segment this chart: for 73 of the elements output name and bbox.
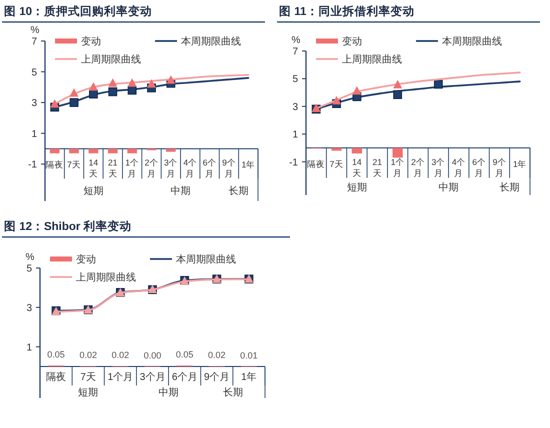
x-tick-label: 1个月	[390, 156, 405, 178]
x-tick-label: 4个月	[452, 156, 466, 178]
x-tick-label: 隔夜	[307, 158, 326, 169]
annotation: 中期	[158, 386, 179, 399]
y-axis-title: %	[292, 35, 301, 46]
x-tick-label: 隔夜	[46, 370, 66, 383]
legend-label: 变动	[76, 254, 96, 266]
x-tick-label: 14天	[88, 158, 98, 179]
legend-label: 本周期限曲线	[176, 254, 236, 266]
data-label: 0.01	[240, 350, 258, 360]
annotation: 长期	[222, 386, 243, 399]
x-tick-label: 1年	[512, 158, 527, 169]
x-tick-label: 1个月	[108, 370, 134, 383]
x-tick-label: 2个月	[411, 156, 425, 178]
x-tick-label: 9个月	[204, 370, 230, 383]
chart-title: 图 12：Shibor 利率变动	[4, 219, 132, 233]
legend-label: 本周期限曲线	[181, 36, 241, 48]
x-tick-label: 1年	[241, 370, 257, 383]
x-tick-label: 9个月	[492, 156, 506, 178]
x-tick-label: 2个月	[144, 158, 158, 179]
x-tick-label: 7天	[67, 160, 81, 170]
x-tick-label: 4个月	[183, 158, 198, 179]
data-label: 0.05	[176, 350, 194, 360]
x-tick-label: 隔夜	[46, 160, 64, 170]
x-tick-label: 14天	[352, 156, 362, 178]
x-tick-label: 6个月	[472, 156, 486, 178]
y-tick-label: 5	[26, 264, 32, 274]
chart-title: 图 10：质押式回购利率变动	[4, 4, 152, 18]
x-tick-label: 7天	[330, 158, 344, 169]
y-tick-label: 3	[292, 102, 298, 113]
x-tick-label: 6个月	[172, 370, 198, 383]
x-tick-label: 21天	[108, 158, 118, 179]
x-tick-label: 3个月	[140, 370, 166, 383]
x-tick-label: 1个月	[125, 158, 140, 179]
annotation: 中期	[170, 184, 191, 197]
y-tick-label: 3	[31, 98, 38, 110]
legend-label: 变动	[81, 36, 101, 48]
y-axis-title: %	[30, 25, 40, 36]
y-tick-label: 5	[292, 74, 298, 86]
data-label: 0.02	[79, 350, 97, 360]
y-tick-label: 5	[31, 67, 38, 78]
annotation: 中期	[438, 181, 459, 194]
legend-label: 上周期限曲线	[76, 272, 136, 284]
y-tick-label: 1	[26, 342, 32, 354]
y-tick-label: 1	[31, 128, 38, 140]
annotation: 短期	[83, 184, 104, 197]
x-tick-label: 3个月	[164, 158, 178, 179]
data-label: 0.00	[144, 350, 162, 360]
y-tick-label: 7	[31, 36, 38, 48]
x-tick-label: 1年	[241, 160, 256, 170]
x-tick-label: 9个月	[222, 158, 236, 179]
legend-label: 上周期限曲线	[342, 54, 402, 66]
y-tick-label: -1	[289, 157, 298, 168]
data-label: 0.05	[47, 350, 65, 360]
annotation: 短期	[346, 181, 367, 194]
x-tick-label: 7天	[80, 372, 96, 383]
chart-title: 图 11：同业拆借利率变动	[279, 4, 414, 18]
y-tick-label: -1	[28, 160, 38, 171]
data-label: 0.02	[208, 350, 226, 360]
annotation: 短期	[78, 386, 98, 399]
x-tick-label: 21天	[372, 156, 382, 178]
x-tick-label: 6个月	[202, 158, 216, 179]
annotation: 长期	[500, 181, 520, 194]
y-axis-title: %	[26, 252, 35, 263]
y-tick-label: 1	[292, 130, 298, 141]
x-tick-label: 3个月	[431, 156, 446, 178]
legend-label: 本周期限曲线	[442, 36, 502, 48]
legend-label: 变动	[342, 36, 362, 48]
annotation: 长期	[228, 184, 249, 197]
data-label: 0.02	[112, 350, 130, 360]
legend-label: 上周期限曲线	[81, 54, 141, 66]
y-tick-label: 7	[292, 46, 298, 58]
y-tick-label: 3	[26, 302, 32, 314]
